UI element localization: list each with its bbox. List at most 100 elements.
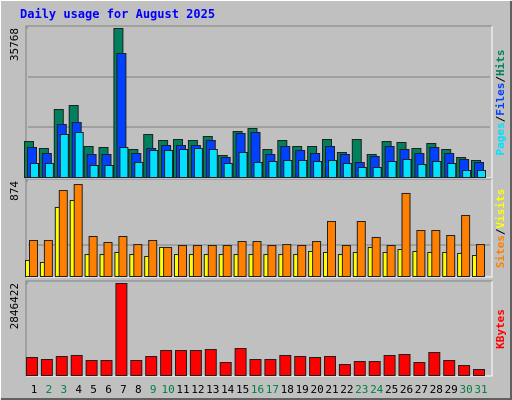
bar <box>268 161 278 179</box>
x-tick-label: 17 <box>266 383 279 396</box>
bar <box>324 355 336 376</box>
plot-bevel <box>26 26 493 179</box>
x-tick-label: 10 <box>161 383 174 396</box>
bar <box>148 240 158 278</box>
bar <box>88 236 98 277</box>
bar <box>160 350 173 377</box>
bar <box>264 359 277 377</box>
bar <box>443 360 456 377</box>
bar <box>477 170 486 179</box>
x-tick-label: 7 <box>120 383 127 396</box>
legend: Pages/Files/Hits <box>494 50 507 156</box>
x-tick-label: 4 <box>75 383 82 396</box>
legend-separator: / <box>494 76 507 83</box>
bar <box>267 245 277 278</box>
bar <box>58 190 68 278</box>
bar <box>387 161 397 179</box>
plot-bevel <box>26 179 493 278</box>
bar <box>312 241 322 277</box>
x-tick-label: 12 <box>191 383 204 396</box>
x-tick-label: 25 <box>385 383 398 396</box>
bar <box>402 159 412 179</box>
x-tick-label: 1 <box>31 383 38 396</box>
bar <box>208 149 218 178</box>
x-tick-label: 11 <box>176 383 189 396</box>
bar <box>104 165 114 179</box>
bar <box>30 163 39 178</box>
bar <box>328 160 337 178</box>
bar <box>461 215 471 278</box>
bar <box>29 240 38 278</box>
bar <box>223 163 233 178</box>
bar <box>219 362 232 376</box>
bar <box>134 162 144 179</box>
bar <box>353 361 366 376</box>
bar <box>70 354 83 377</box>
bar <box>133 244 143 277</box>
bar <box>193 148 203 178</box>
bar <box>59 134 69 178</box>
bar <box>103 241 113 277</box>
bar <box>149 150 159 179</box>
bar <box>428 351 441 376</box>
bar <box>357 167 367 179</box>
x-tick-label: 16 <box>251 383 264 396</box>
bar <box>145 355 158 376</box>
bar <box>252 241 262 277</box>
bar <box>462 170 472 179</box>
bar <box>283 160 293 178</box>
bar <box>279 354 292 377</box>
bar <box>342 163 352 178</box>
legend-entry: Hits <box>494 50 507 77</box>
x-tick-label: 26 <box>400 383 413 396</box>
bar <box>249 359 262 377</box>
bar <box>309 356 322 376</box>
y-tick-label: 2846422 <box>8 283 21 329</box>
x-tick-label: 28 <box>430 383 443 396</box>
bar <box>341 245 351 278</box>
bar <box>100 360 113 377</box>
x-tick-label: 21 <box>325 383 338 396</box>
legend: KBytes <box>494 309 507 349</box>
bar <box>476 244 485 277</box>
x-tick-label: 31 <box>474 383 487 396</box>
x-tick-label: 6 <box>105 383 112 396</box>
bar <box>383 354 396 377</box>
legend-entry: Pages <box>494 122 507 155</box>
bar <box>130 360 143 377</box>
x-tick-label: 29 <box>445 383 458 396</box>
bar <box>368 361 381 376</box>
bar <box>297 245 307 278</box>
bar <box>43 240 53 278</box>
bar <box>473 368 485 377</box>
legend-entry: Files <box>494 83 507 116</box>
x-tick-label: 5 <box>90 383 97 396</box>
bar <box>401 192 411 278</box>
bar <box>327 221 336 277</box>
bar <box>372 167 382 179</box>
bar <box>119 147 129 179</box>
bar <box>416 230 426 278</box>
y-tick-label: 874 <box>8 181 21 201</box>
bar <box>85 360 98 377</box>
bar <box>115 283 128 376</box>
bar <box>398 353 411 377</box>
bar <box>192 245 202 278</box>
bar <box>356 221 366 277</box>
chart-title: Daily usage for August 2025 <box>20 7 215 21</box>
bar <box>74 132 84 179</box>
x-tick-label: 23 <box>355 383 368 396</box>
bar <box>163 246 173 277</box>
bar <box>417 164 427 179</box>
bar <box>431 230 441 278</box>
y-tick-label: 35768 <box>8 28 21 61</box>
bar <box>338 364 351 377</box>
legend-entry: Sites <box>494 235 507 268</box>
x-tick-label: 13 <box>206 383 219 396</box>
x-tick-label: 24 <box>370 383 384 396</box>
bar <box>371 236 381 277</box>
bar <box>386 245 396 278</box>
